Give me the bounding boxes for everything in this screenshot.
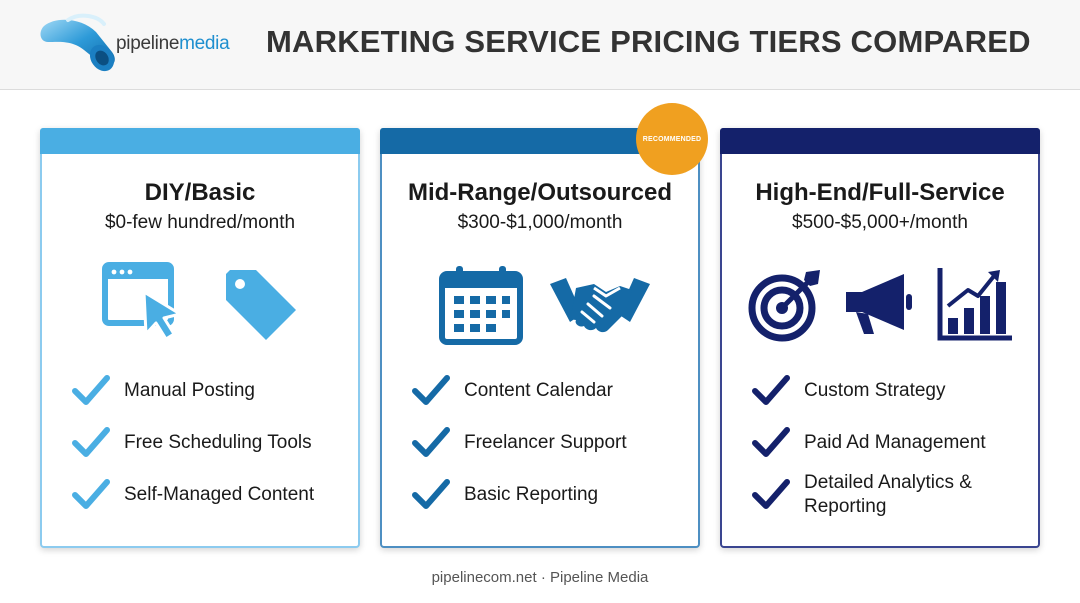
recommended-badge: RECOMMENDED (636, 103, 708, 175)
checkmark-icon (752, 375, 790, 405)
growth-chart-icon (937, 268, 1012, 341)
tier-card-high-end: High-End/Full-Service $500-$5,000+/month (720, 128, 1040, 548)
tier-name: Mid-Range/Outsourced (407, 179, 672, 206)
tier-name: High-End/Full-Service (755, 179, 1005, 206)
tier-card-diy: DIY/Basic $0-few hundred/month Manual Po… (40, 128, 360, 548)
feature-text: Custom Strategy (804, 380, 946, 401)
feature-text: Freelancer Support (464, 432, 627, 453)
feature-text: Detailed Analytics & Reporting (804, 472, 972, 517)
footer-text: pipelinecom.net · Pipeline Media (431, 569, 649, 586)
checkmark-icon (72, 427, 110, 457)
feature-text: Self-Managed Content (124, 484, 315, 505)
feature-text: Manual Posting (124, 380, 255, 401)
tier-price: $300-$1,000/month (457, 212, 623, 233)
calendar-icon (439, 266, 523, 345)
pipeline-logo-icon (40, 13, 115, 72)
tier-icons (42, 258, 358, 348)
tier-price: $500-$5,000+/month (792, 212, 968, 233)
tier-card-bar (720, 128, 1040, 154)
checkmark-icon (72, 479, 110, 509)
brand-name-part2: media (179, 33, 230, 54)
list-item: Detailed Analytics & Reporting (752, 472, 1037, 517)
handshake-icon (550, 278, 650, 333)
tier-icons (382, 258, 698, 348)
page-title: MARKETING SERVICE PRICING TIERS COMPARED (266, 24, 1031, 59)
checkmark-icon (72, 375, 110, 405)
megaphone-icon (846, 274, 912, 334)
tier-card-mid-range: Mid-Range/Outsourced $300-$1,000/month C… (380, 128, 700, 548)
checkmark-icon (412, 479, 450, 509)
price-tag-icon (226, 270, 296, 340)
list-item: Custom Strategy (752, 370, 1037, 410)
list-item: Freelancer Support (412, 422, 697, 462)
header: pipelinemedia MARKETING SERVICE PRICING … (0, 0, 1080, 90)
list-item: Paid Ad Management (752, 422, 1037, 462)
checkmark-icon (752, 427, 790, 457)
feature-text: Free Scheduling Tools (124, 432, 312, 453)
browser-cursor-icon (102, 262, 182, 341)
checkmark-icon (412, 427, 450, 457)
tier-card-bar (40, 128, 360, 154)
list-item: Content Calendar (412, 370, 697, 410)
list-item: Manual Posting (72, 370, 357, 410)
checkmark-icon (412, 375, 450, 405)
brand-name: pipelinemedia (116, 33, 230, 55)
list-item: Basic Reporting (412, 474, 697, 514)
checkmark-icon (752, 479, 790, 509)
tier-name: DIY/Basic (144, 179, 256, 206)
brand-name-part1: pipeline (116, 33, 180, 54)
tier-icons (722, 258, 1038, 348)
list-item: Self-Managed Content (72, 474, 357, 514)
tier-price: $0-few hundred/month (104, 212, 296, 233)
feature-text: Paid Ad Management (804, 432, 986, 453)
feature-text: Content Calendar (464, 380, 613, 401)
feature-text: Basic Reporting (464, 484, 599, 505)
target-icon (748, 270, 820, 342)
list-item: Free Scheduling Tools (72, 422, 357, 462)
